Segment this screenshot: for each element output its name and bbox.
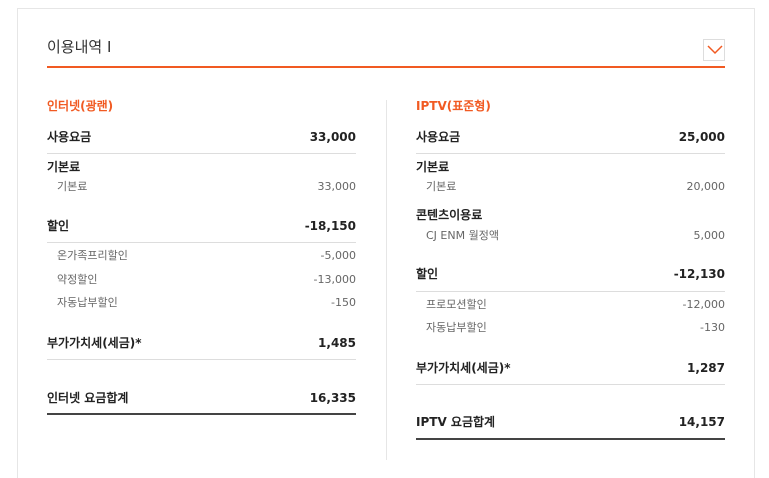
discount-row: 할인 -18,150 bbox=[47, 218, 356, 234]
value: 1,485 bbox=[318, 336, 356, 350]
list-item: 기본료 33,000 bbox=[47, 179, 356, 195]
usage-panel bbox=[17, 8, 755, 478]
label: IPTV 요금합계 bbox=[416, 415, 496, 429]
label: 프로모션할인 bbox=[426, 298, 487, 311]
list-item: 자동납부할인 -130 bbox=[416, 320, 725, 336]
value: 25,000 bbox=[678, 130, 725, 144]
usage-row: 사용요금 33,000 bbox=[47, 129, 356, 145]
value: 16,335 bbox=[309, 391, 356, 405]
total-underline bbox=[47, 413, 356, 415]
label: 기본료 bbox=[47, 160, 81, 174]
label: 인터넷 요금합계 bbox=[47, 391, 129, 405]
list-item: 프로모션할인 -12,000 bbox=[416, 297, 725, 313]
value: 5,000 bbox=[693, 229, 726, 242]
label: 할인 bbox=[416, 267, 439, 281]
value: -18,150 bbox=[304, 219, 356, 233]
divider bbox=[416, 291, 725, 292]
list-item: 온가족프리할인 -5,000 bbox=[47, 248, 356, 264]
divider bbox=[416, 153, 725, 154]
total-row: IPTV 요금합계 14,157 bbox=[416, 414, 725, 430]
list-item: CJ ENM 월정액 5,000 bbox=[416, 228, 725, 244]
discount-row: 할인 -12,130 bbox=[416, 266, 725, 282]
divider bbox=[416, 384, 725, 385]
label: 할인 bbox=[47, 219, 70, 233]
value: 33,000 bbox=[317, 180, 357, 193]
total-row: 인터넷 요금합계 16,335 bbox=[47, 390, 356, 406]
value: -130 bbox=[700, 321, 725, 334]
value: 20,000 bbox=[686, 180, 726, 193]
total-underline bbox=[416, 438, 725, 440]
value: 14,157 bbox=[678, 415, 725, 429]
label: CJ ENM 월정액 bbox=[426, 229, 499, 242]
value: -150 bbox=[331, 296, 356, 309]
content-heading: 콘텐츠이용료 bbox=[416, 207, 725, 223]
usage-row: 사용요금 25,000 bbox=[416, 129, 725, 145]
label: 기본료 bbox=[416, 160, 450, 174]
label: 자동납부할인 bbox=[426, 321, 487, 334]
value: -5,000 bbox=[320, 249, 356, 262]
column-divider bbox=[386, 100, 387, 460]
internet-title: 인터넷(광랜) bbox=[47, 99, 114, 113]
list-item: 약정할인 -13,000 bbox=[47, 272, 356, 288]
base-heading: 기본료 bbox=[416, 159, 725, 175]
chevron-down-icon bbox=[707, 45, 723, 55]
label: 사용요금 bbox=[47, 130, 92, 144]
label: 자동납부할인 bbox=[57, 296, 118, 309]
label: 부가가치세(세금)* bbox=[47, 336, 142, 350]
divider bbox=[47, 153, 356, 154]
value: -12,130 bbox=[673, 267, 725, 281]
label: 약정할인 bbox=[57, 273, 98, 286]
divider bbox=[47, 242, 356, 243]
label: 사용요금 bbox=[416, 130, 461, 144]
value: 1,287 bbox=[687, 361, 725, 375]
list-item: 기본료 20,000 bbox=[416, 179, 725, 195]
vat-row: 부가가치세(세금)* 1,485 bbox=[47, 335, 356, 351]
label: 온가족프리할인 bbox=[57, 249, 128, 262]
label: 부가가치세(세금)* bbox=[416, 361, 511, 375]
title-underline bbox=[47, 66, 725, 68]
value: 33,000 bbox=[309, 130, 356, 144]
label: 기본료 bbox=[57, 180, 88, 193]
collapse-toggle-button[interactable] bbox=[703, 39, 725, 61]
label: 콘텐츠이용료 bbox=[416, 208, 483, 222]
iptv-title: IPTV(표준형) bbox=[416, 99, 491, 113]
divider bbox=[47, 359, 356, 360]
panel-title: 이용내역 I bbox=[47, 38, 112, 56]
vat-row: 부가가치세(세금)* 1,287 bbox=[416, 360, 725, 376]
value: -12,000 bbox=[682, 298, 725, 311]
label: 기본료 bbox=[426, 180, 457, 193]
base-heading: 기본료 bbox=[47, 159, 356, 175]
list-item: 자동납부할인 -150 bbox=[47, 295, 356, 311]
value: -13,000 bbox=[313, 273, 356, 286]
